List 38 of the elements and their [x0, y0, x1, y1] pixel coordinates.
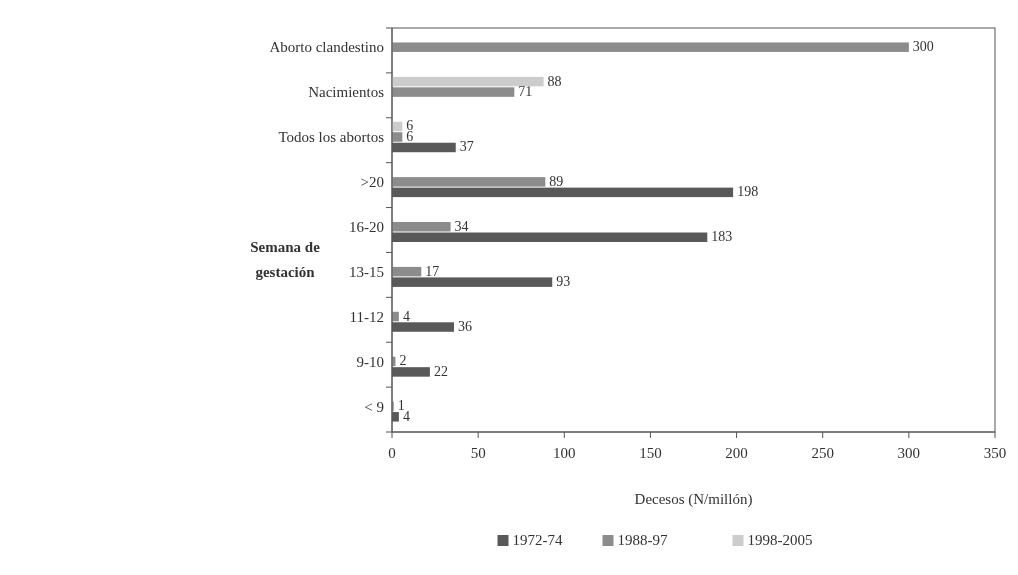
- legend-label: 1972-74: [512, 532, 563, 548]
- y-tick-label: 11-12: [349, 308, 384, 325]
- data-label: 4: [402, 408, 410, 424]
- x-tick-label: 250: [811, 445, 834, 461]
- y-tick-label: Nacimientos: [308, 84, 385, 101]
- data-label: 17: [425, 263, 440, 279]
- y-axis-title: Semana de gestación: [250, 239, 321, 280]
- y-tick-label: Aborto clandestino: [269, 39, 384, 56]
- data-label: 88: [547, 73, 562, 89]
- x-tick-label: 50: [470, 445, 486, 461]
- data-label: 183: [711, 229, 733, 245]
- data-label: 300: [912, 39, 934, 55]
- data-label: 34: [454, 218, 469, 234]
- data-label: 71: [518, 84, 533, 100]
- x-tick-label: 350: [983, 445, 1007, 461]
- data-label: 4: [402, 308, 410, 324]
- y-tick-label: Todos los abortos: [278, 129, 385, 146]
- data-label: 37: [459, 139, 474, 155]
- data-label: 93: [556, 274, 571, 290]
- data-label: 2: [399, 353, 407, 369]
- y-tick-label: < 9: [364, 398, 384, 415]
- data-label: 36: [458, 319, 473, 335]
- x-tick-label: 100: [553, 445, 576, 461]
- legend-label: 1998-2005: [747, 532, 813, 548]
- legend-label: 1988-97: [617, 532, 668, 548]
- x-axis-title: Decesos (N/millón): [634, 491, 753, 508]
- y-tick-label: 16-20: [349, 219, 384, 235]
- y-tick-label: >20: [360, 174, 384, 191]
- data-label: 1: [397, 398, 405, 414]
- y-tick-label: 13-15: [349, 263, 384, 280]
- x-tick-label: 0: [388, 445, 396, 461]
- x-tick-label: 150: [639, 445, 662, 461]
- data-label: 198: [737, 184, 759, 200]
- data-label: 22: [433, 363, 448, 379]
- x-tick-label: 200: [725, 445, 748, 461]
- y-tick-label: 9-10: [356, 353, 384, 370]
- x-tick-label: 300: [897, 445, 921, 461]
- data-label: 89: [549, 173, 564, 189]
